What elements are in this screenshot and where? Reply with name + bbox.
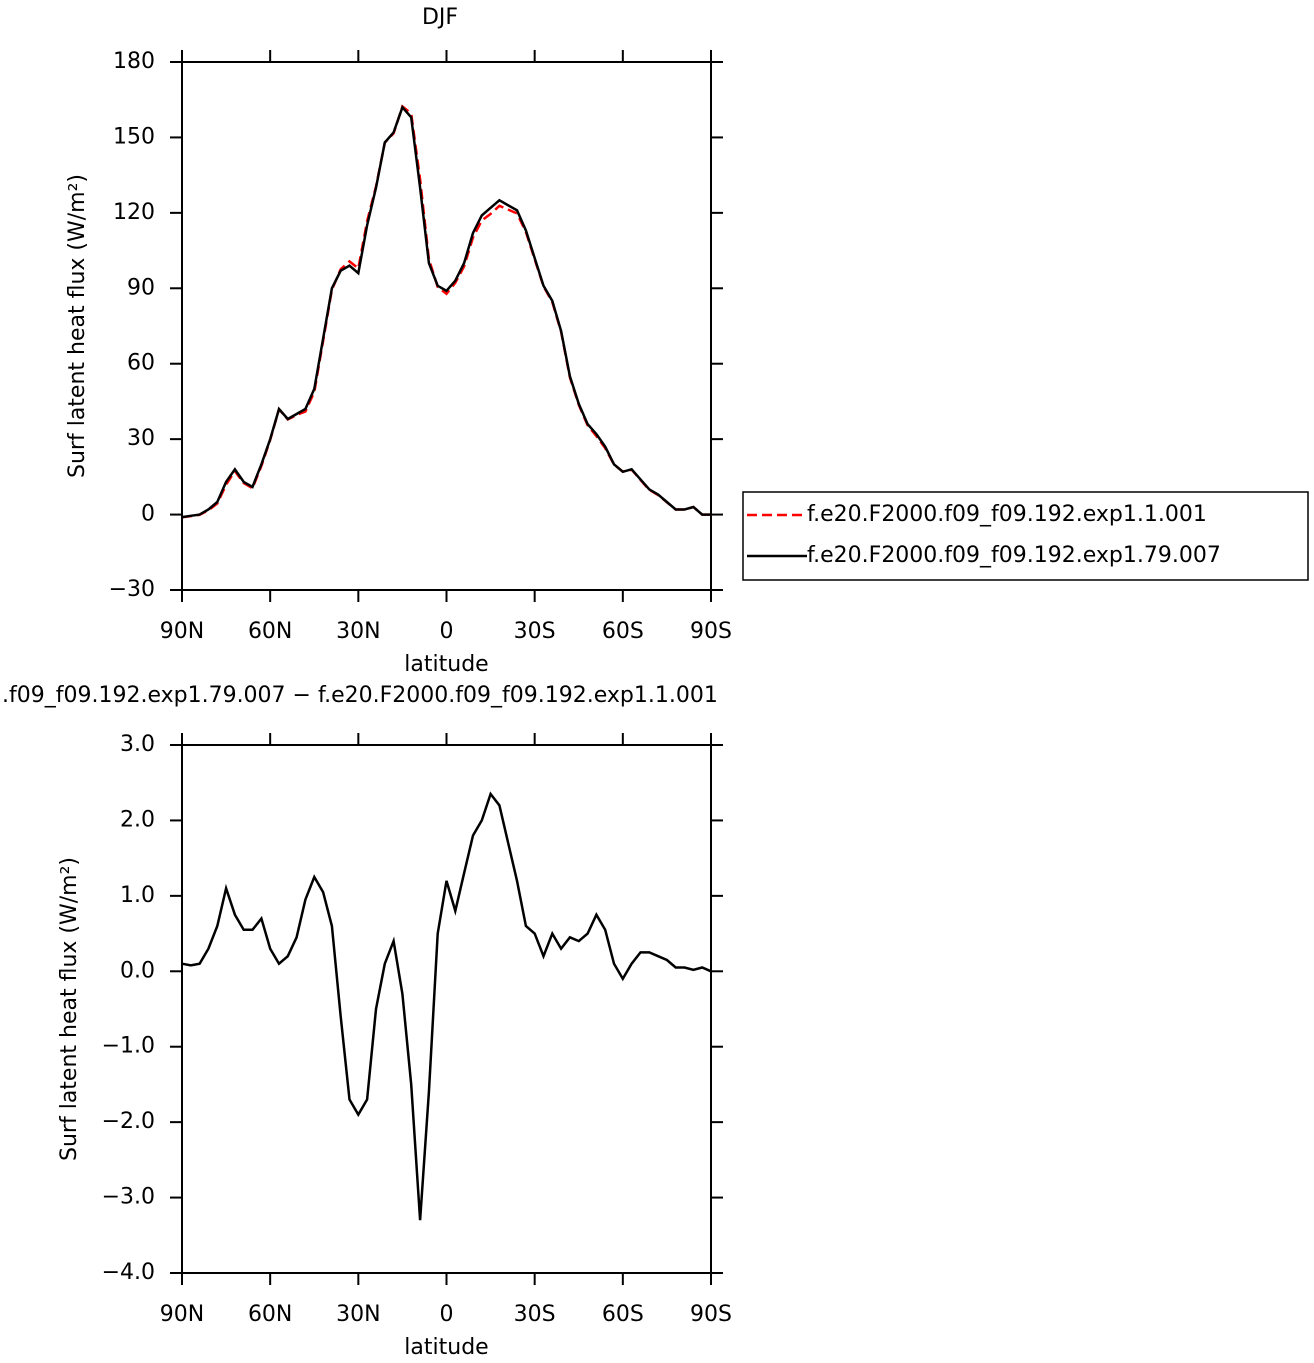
y-tick-label: 150 (113, 124, 155, 149)
data-line (181, 791, 712, 1221)
x-tick-label: 30N (336, 619, 380, 644)
chart-title: DJF (422, 5, 458, 30)
x-tick-label: 0 (440, 619, 454, 644)
data-line (181, 104, 711, 519)
x-tick-label: 90S (690, 1302, 732, 1327)
x-tick-label: 90S (690, 619, 732, 644)
y-tick-label: −30 (109, 577, 155, 602)
x-tick-label: 30N (336, 1302, 380, 1327)
y-tick-label: −1.0 (102, 1034, 155, 1059)
y-tick-label: −4.0 (102, 1260, 155, 1285)
y-tick-label: −2.0 (102, 1109, 155, 1134)
y-tick-label: −3.0 (102, 1185, 155, 1210)
plot-frame (181, 61, 712, 591)
x-tick-label: 90N (160, 619, 204, 644)
y-tick-label: 180 (113, 49, 155, 74)
x-tick-label: 60S (602, 1302, 644, 1327)
data-line (181, 104, 711, 519)
y-axis-label: Surf latent heat flux (W/m²) (57, 857, 82, 1161)
x-axis-label: latitude (404, 1335, 488, 1360)
x-tick-label: 30S (514, 1302, 556, 1327)
plot-frame (181, 744, 712, 1274)
x-tick-label: 60N (248, 1302, 292, 1327)
y-tick-label: 2.0 (120, 807, 155, 832)
y-tick-label: 0.0 (120, 958, 155, 983)
legend-label: f.e20.F2000.f09_f09.192.exp1.1.001 (807, 502, 1207, 527)
y-tick-label: 1.0 (120, 883, 155, 908)
chart-title: .f09_f09.192.exp1.79.007 − f.e20.F2000.f… (2, 683, 718, 708)
y-tick-label: 0 (141, 502, 155, 527)
y-tick-label: 120 (113, 200, 155, 225)
y-axis-label: Surf latent heat flux (W/m²) (65, 174, 90, 478)
legend-label: f.e20.F2000.f09_f09.192.exp1.79.007 (807, 543, 1221, 568)
x-tick-label: 0 (440, 1302, 454, 1327)
y-tick-label: 3.0 (120, 732, 155, 757)
x-tick-label: 60N (248, 619, 292, 644)
legend-box (742, 491, 1309, 581)
x-tick-label: 90N (160, 1302, 204, 1327)
x-tick-label: 30S (514, 619, 556, 644)
y-tick-label: 60 (127, 351, 155, 376)
x-tick-label: 60S (602, 619, 644, 644)
x-axis-label: latitude (404, 652, 488, 677)
y-tick-label: 90 (127, 275, 155, 300)
y-tick-label: 30 (127, 426, 155, 451)
